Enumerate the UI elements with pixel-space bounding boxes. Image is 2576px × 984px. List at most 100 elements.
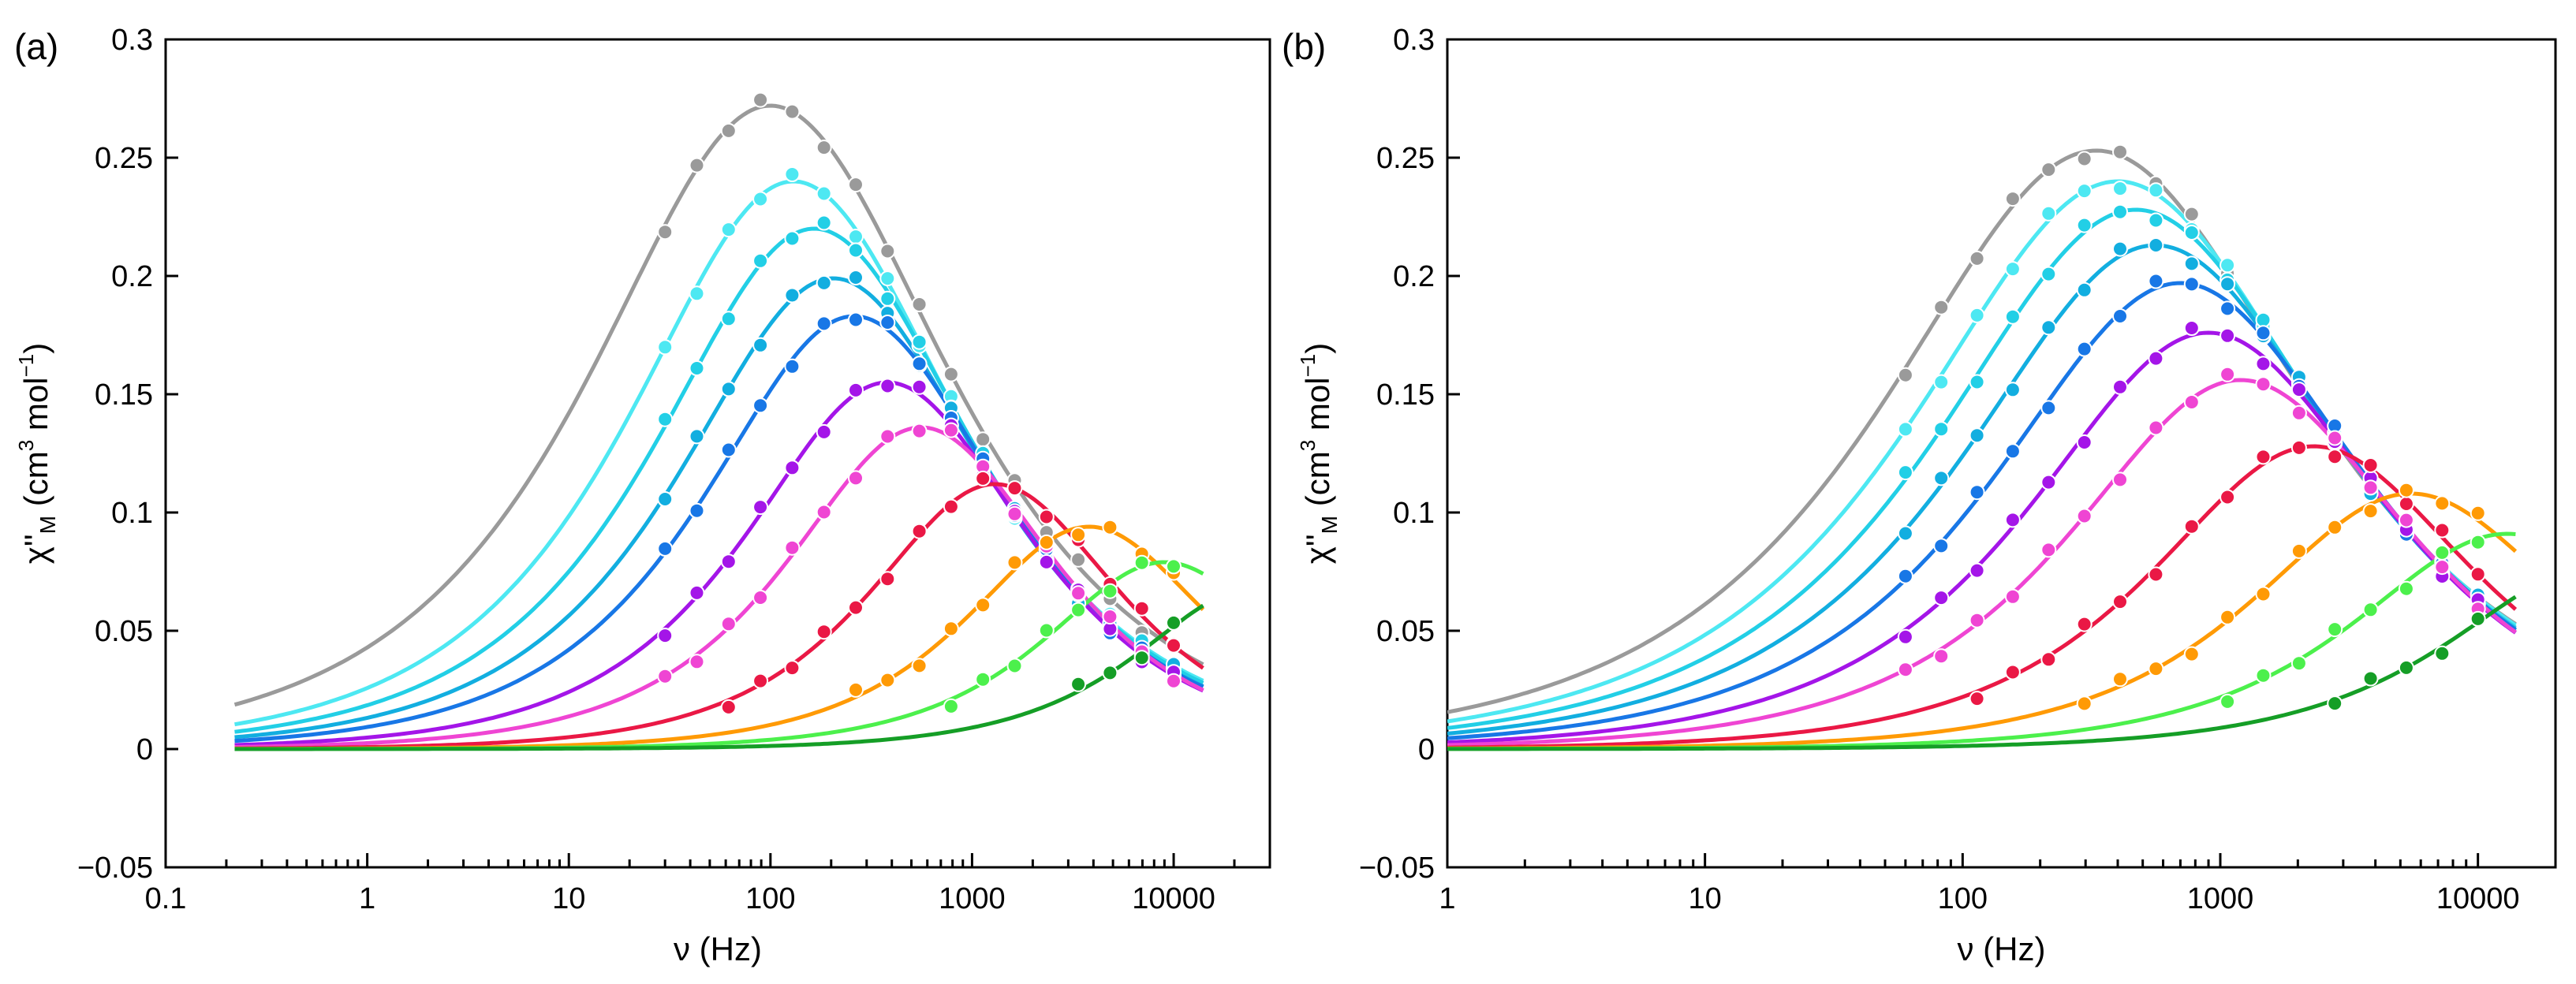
data-point-grey: [1897, 367, 1913, 383]
data-point-magenta: [2148, 419, 2164, 436]
y-axis-title-supm1: −1: [1296, 354, 1320, 378]
data-point-red: [2076, 616, 2093, 632]
data-point-light-green: [2327, 621, 2343, 638]
x-tick-label: 10000: [1132, 882, 1215, 915]
data-point-grey: [689, 157, 705, 173]
data-point-cyan-1: [848, 229, 864, 245]
data-point-magenta: [1102, 609, 1118, 625]
y-axis-title: χ''M​ (cm3​ mol−1​): [1296, 343, 1342, 565]
y-tick-label: 0.25: [95, 142, 153, 175]
data-point-purple: [752, 499, 769, 516]
data-point-sky: [816, 274, 832, 291]
data-point-blue: [911, 356, 928, 372]
data-point-dark-green: [2470, 610, 2486, 627]
data-point-cyan-1: [1969, 307, 1985, 323]
x-axis-title: ν (Hz): [674, 930, 762, 967]
data-point-cyan-2: [911, 334, 928, 350]
data-point-cyan-2: [2076, 217, 2093, 233]
data-point-cyan-1: [752, 191, 769, 207]
data-point-magenta: [2290, 404, 2307, 421]
data-point-light-green: [2362, 602, 2379, 618]
data-point-purple: [1969, 562, 1985, 579]
data-point-orange: [2434, 495, 2451, 512]
data-point-purple: [848, 382, 864, 398]
data-point-grey: [720, 122, 737, 139]
data-point-cyan-2: [2255, 311, 2272, 328]
data-point-magenta: [2327, 430, 2343, 446]
data-point-magenta: [911, 423, 928, 439]
data-point-grey: [657, 224, 674, 240]
data-point-magenta: [879, 428, 896, 445]
data-point-blue: [2112, 308, 2128, 324]
data-point-grey: [943, 366, 959, 382]
data-point-sky: [2040, 319, 2057, 336]
data-point-magenta: [2112, 472, 2128, 488]
data-point-magenta: [2183, 394, 2200, 410]
data-point-light-green: [2434, 544, 2451, 561]
y-axis-title-open: (cm: [1299, 451, 1336, 516]
data-point-light-green: [1133, 554, 1150, 571]
data-point-blue: [2219, 300, 2236, 317]
data-point-sky: [752, 337, 769, 353]
data-point-dark-green: [1102, 665, 1118, 681]
data-point-magenta: [2434, 559, 2451, 576]
data-point-red: [2290, 439, 2307, 456]
data-point-cyan-1: [720, 222, 737, 238]
data-point-cyan-1: [689, 285, 705, 302]
data-point-orange: [911, 658, 928, 674]
data-point-orange: [1070, 527, 1087, 543]
data-point-purple: [2183, 320, 2200, 336]
data-point-sky: [784, 287, 801, 304]
fit-line-cyan-2: [234, 226, 1204, 734]
data-point-grey: [1933, 299, 1950, 315]
data-point-red: [1133, 600, 1150, 617]
data-point-cyan-1: [1933, 374, 1950, 390]
data-point-orange: [2076, 695, 2093, 712]
fit-line-cyan-1: [234, 179, 1204, 727]
data-point-light-green: [1166, 558, 1182, 575]
y-tick-label: 0.3: [111, 24, 153, 57]
data-point-sky: [2004, 382, 2021, 398]
data-point-purple: [911, 378, 928, 395]
data-point-orange: [2112, 671, 2128, 688]
data-point-orange: [1006, 554, 1023, 571]
fit-line-blue: [234, 314, 1204, 744]
data-point-orange: [2470, 505, 2486, 521]
data-point-orange: [879, 672, 896, 688]
data-point-cyan-2: [720, 311, 737, 327]
data-point-grey: [784, 103, 801, 120]
data-point-orange: [1102, 519, 1118, 535]
data-point-grey: [2112, 144, 2128, 160]
data-point-cyan-2: [1897, 464, 1913, 481]
data-point-red: [2219, 489, 2236, 505]
data-point-cyan-2: [2148, 212, 2164, 229]
data-point-red: [1969, 691, 1985, 707]
y-tick-label: 0.2: [1393, 260, 1435, 293]
y-axis-title-close: ): [17, 343, 54, 354]
data-point-grey: [1969, 250, 1985, 266]
data-point-cyan-2: [752, 252, 769, 269]
data-point-blue: [2148, 273, 2164, 289]
data-point-red: [2470, 566, 2486, 583]
data-point-orange: [2290, 542, 2307, 559]
data-point-red: [752, 673, 769, 689]
data-point-magenta: [816, 504, 832, 520]
data-point-cyan-1: [2040, 205, 2057, 222]
data-point-purple: [1897, 628, 1913, 645]
fit-line-light-green: [234, 560, 1204, 751]
data-point-cyan-1: [879, 270, 896, 287]
y-tick-label: 0.05: [95, 615, 153, 648]
data-point-light-green: [2470, 534, 2486, 550]
data-point-light-green: [975, 671, 991, 688]
data-point-purple: [1933, 590, 1950, 606]
data-point-blue: [2004, 443, 2021, 460]
data-point-magenta: [1166, 673, 1182, 689]
data-point-cyan-2: [879, 290, 896, 307]
y-tick-label: 0.1: [111, 497, 153, 530]
data-point-red: [2362, 457, 2379, 473]
data-point-red: [943, 498, 959, 515]
data-point-blue: [2076, 341, 2093, 357]
y-tick-label: 0.1: [1393, 497, 1435, 530]
data-point-red: [975, 470, 991, 486]
panel-label: (b): [1282, 26, 1326, 67]
